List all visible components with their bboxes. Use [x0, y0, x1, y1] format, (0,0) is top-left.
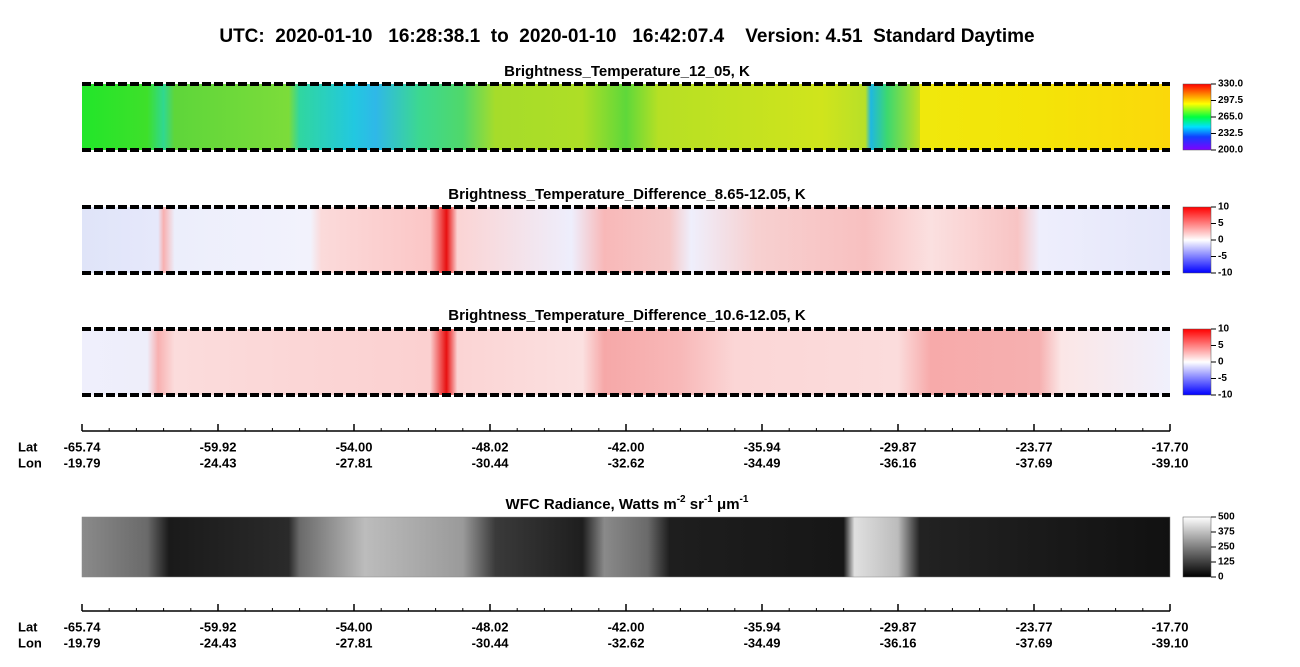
lon-label: -32.62 [608, 455, 645, 470]
colorbar-label: 265.0 [1218, 112, 1243, 123]
superscript: -1 [740, 494, 749, 505]
lon-label: -39.10 [1152, 635, 1189, 650]
title-part: μm [713, 496, 740, 513]
axis-row-label: Lat [18, 619, 38, 634]
colorbar-label: 5 [1218, 340, 1224, 351]
image-strip [82, 329, 1170, 395]
lat-label: -48.02 [472, 439, 509, 454]
colorbar-label: -10 [1218, 268, 1233, 279]
colorbar [1182, 516, 1212, 578]
colorbar-label: 375 [1218, 527, 1235, 538]
colorbar-label: -10 [1218, 390, 1233, 401]
colorbar-label: 10 [1218, 324, 1230, 335]
colorbar-label: 125 [1218, 557, 1235, 568]
lat-label: -35.94 [744, 619, 782, 634]
lat-label: -54.00 [336, 439, 373, 454]
lon-label: -34.49 [744, 455, 781, 470]
lon-label: -36.16 [880, 635, 917, 650]
lon-label: -27.81 [336, 455, 373, 470]
colorbar [1182, 83, 1212, 151]
panel-title: WFC Radiance, Watts m-2 sr-1 μm-1 [506, 494, 749, 513]
colorbar-label: 10 [1218, 202, 1230, 213]
colorbar [1182, 206, 1212, 274]
lon-label: -19.79 [64, 635, 101, 650]
image-strip [82, 207, 1170, 273]
lat-label: -29.87 [880, 439, 917, 454]
lon-label: -24.43 [200, 635, 237, 650]
main-title: UTC: 2020-01-10 16:28:38.1 to 2020-01-10… [219, 26, 1034, 47]
lon-label: -37.69 [1016, 635, 1053, 650]
superscript: -2 [677, 494, 686, 505]
colorbar-label: 0 [1218, 572, 1224, 583]
colorbar-label: 500 [1218, 512, 1235, 523]
axis-row-label: Lat [18, 439, 38, 454]
superscript: -1 [704, 494, 713, 505]
lat-label: -29.87 [880, 619, 917, 634]
colorbar-label: -5 [1218, 373, 1227, 384]
lat-label: -48.02 [472, 619, 509, 634]
lon-label: -37.69 [1016, 455, 1053, 470]
lat-label: -59.92 [200, 619, 237, 634]
panel-title: Brightness_Temperature_Difference_8.65-1… [448, 186, 806, 203]
lon-label: -24.43 [200, 455, 237, 470]
colorbar-label: 0 [1218, 235, 1224, 246]
axis-row-label: Lon [18, 635, 42, 650]
lon-label: -36.16 [880, 455, 917, 470]
lat-label: -17.70 [1152, 619, 1189, 634]
lat-label: -42.00 [608, 619, 645, 634]
image-strip [82, 84, 1170, 150]
colorbar-label: 297.5 [1218, 95, 1243, 106]
image-strip [82, 517, 1170, 577]
colorbar [1182, 328, 1212, 396]
colorbar-label: 0 [1218, 357, 1224, 368]
lon-label: -19.79 [64, 455, 101, 470]
lat-label: -65.74 [64, 619, 102, 634]
strip-frame [81, 516, 1171, 578]
lat-label: -54.00 [336, 619, 373, 634]
lon-label: -39.10 [1152, 455, 1189, 470]
axis-row-label: Lon [18, 455, 42, 470]
title-part: WFC Radiance, Watts m [506, 496, 677, 513]
lon-label: -34.49 [744, 635, 781, 650]
colorbar-label: 5 [1218, 218, 1224, 229]
lon-label: -27.81 [336, 635, 373, 650]
lon-label: -32.62 [608, 635, 645, 650]
colorbar-label: 250 [1218, 542, 1235, 553]
lat-label: -35.94 [744, 439, 782, 454]
panel-title: Brightness_Temperature_Difference_10.6-1… [448, 307, 806, 324]
panel-title: Brightness_Temperature_12_05, K [504, 63, 750, 80]
lat-label: -17.70 [1152, 439, 1189, 454]
colorbar-label: 232.5 [1218, 128, 1243, 139]
lon-label: -30.44 [472, 455, 510, 470]
colorbar-label: 330.0 [1218, 79, 1243, 90]
lon-label: -30.44 [472, 635, 510, 650]
lat-label: -23.77 [1016, 439, 1053, 454]
lat-label: -42.00 [608, 439, 645, 454]
colorbar-label: -5 [1218, 251, 1227, 262]
title-part: sr [686, 496, 705, 513]
lat-label: -23.77 [1016, 619, 1053, 634]
colorbar-label: 200.0 [1218, 145, 1243, 156]
lat-label: -59.92 [200, 439, 237, 454]
lat-label: -65.74 [64, 439, 102, 454]
